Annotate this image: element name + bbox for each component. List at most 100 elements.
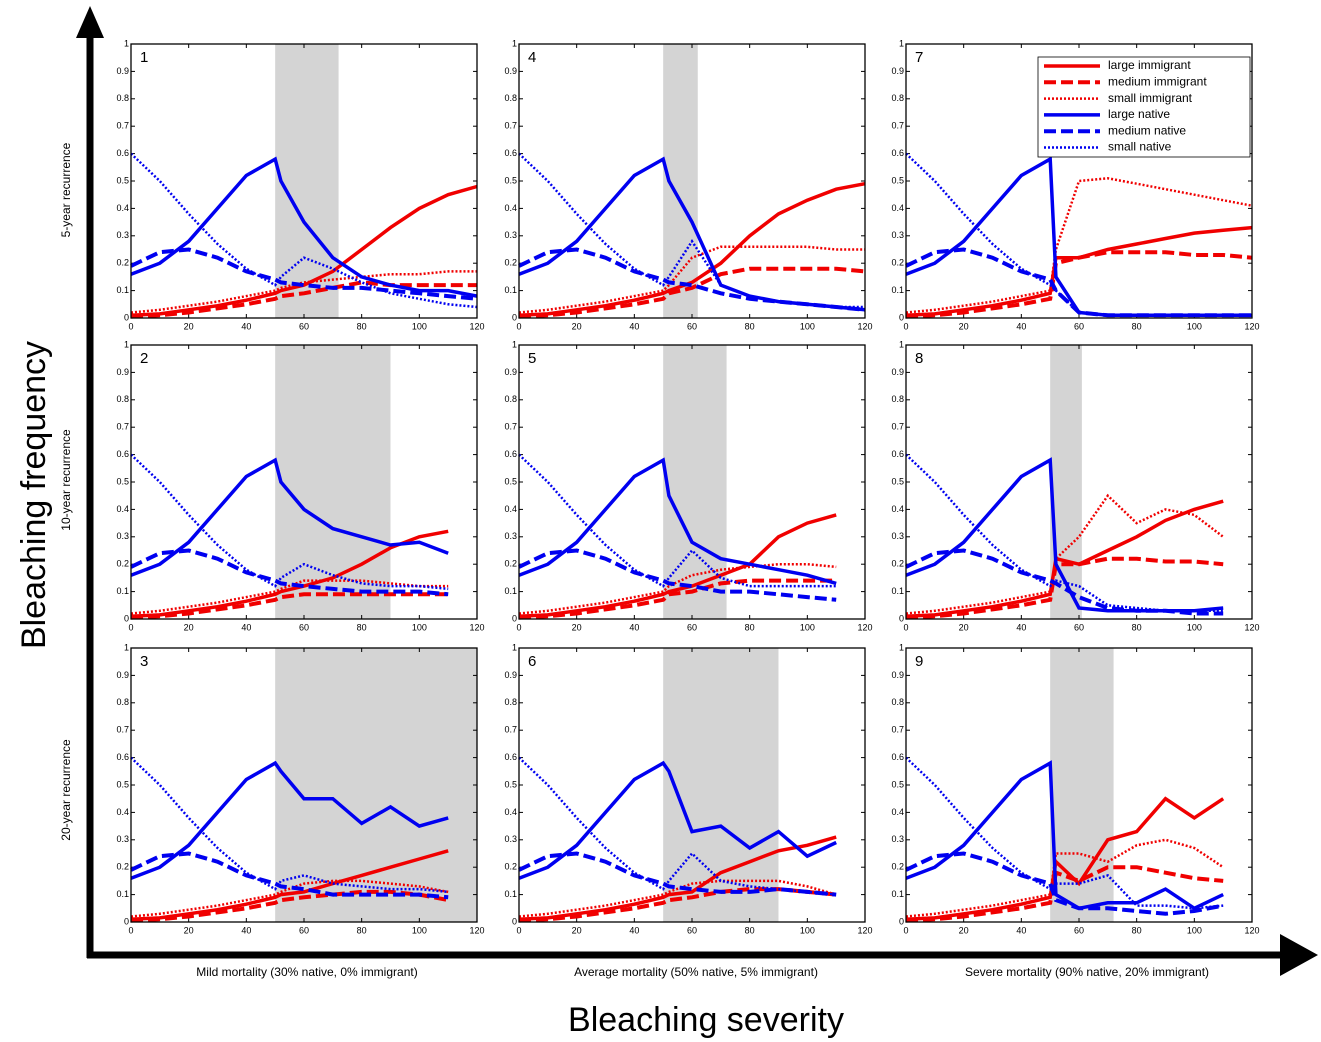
y-tick-label: 0.5 bbox=[116, 779, 129, 789]
panel: 0 0.1 0.2 0.3 0.4 0.5 0.6 0.7 0.8 0.9 1 0 20 40 60 80 10… bbox=[116, 642, 484, 935]
legend-label: large native bbox=[1108, 107, 1170, 121]
series-line bbox=[130, 879, 449, 918]
column-label: Severe mortality (90% native, 20% immigr… bbox=[965, 965, 1209, 979]
panel-label: 6 bbox=[528, 653, 536, 670]
y-tick-label: 0 bbox=[512, 312, 517, 322]
panel-label: 4 bbox=[528, 49, 536, 66]
legend-box bbox=[1037, 56, 1251, 158]
y-tick-label: 0.9 bbox=[116, 367, 129, 377]
x-tick-label: 120 bbox=[857, 622, 872, 632]
legend-label: small native bbox=[1108, 140, 1172, 154]
y-tick-label: 0.2 bbox=[504, 258, 517, 268]
y-tick-label: 0.4 bbox=[504, 807, 517, 817]
y-tick-label: 0.3 bbox=[504, 230, 517, 240]
y-tick-label: 0 bbox=[124, 613, 129, 623]
series-line bbox=[130, 851, 449, 900]
y-tick-label: 1 bbox=[124, 642, 129, 652]
y-tick-label: 1 bbox=[899, 38, 904, 48]
x-tick-label: 60 bbox=[1074, 925, 1084, 935]
series-line bbox=[905, 760, 1224, 911]
y-tick-label: 0.1 bbox=[504, 889, 517, 899]
legend-label: medium native bbox=[1108, 123, 1186, 137]
panel: 0 0.1 0.2 0.3 0.4 0.5 0.6 0.7 0.8 0.9 1 0 20 40 60 80 10… bbox=[116, 339, 484, 632]
y-tick-label: 0.4 bbox=[891, 504, 904, 514]
panel: 0 0.1 0.2 0.3 0.4 0.5 0.6 0.7 0.8 0.9 1 0 20 40 60 80 10… bbox=[891, 339, 1259, 632]
y-tick-label: 0.3 bbox=[116, 230, 129, 240]
y-tick-label: 1 bbox=[124, 339, 129, 349]
x-tick-label: 120 bbox=[469, 925, 484, 935]
y-tick-label: 0.5 bbox=[116, 476, 129, 486]
y-tick-label: 0.1 bbox=[891, 889, 904, 899]
x-tick-label: 80 bbox=[1132, 622, 1142, 632]
y-tick-label: 0.6 bbox=[116, 449, 129, 459]
x-tick-label: 80 bbox=[357, 321, 367, 331]
series-line bbox=[130, 548, 449, 597]
y-tick-label: 0.1 bbox=[891, 586, 904, 596]
legend-label: large immigrant bbox=[1108, 58, 1191, 72]
y-tick-label: 0 bbox=[124, 916, 129, 926]
y-tick-label: 0.6 bbox=[891, 449, 904, 459]
x-tick-label: 40 bbox=[1016, 925, 1026, 935]
y-tick-label: 0.2 bbox=[116, 559, 129, 569]
series-line bbox=[518, 578, 837, 620]
y-tick-label: 0.9 bbox=[116, 66, 129, 76]
y-tick-label: 0.2 bbox=[116, 862, 129, 872]
y-tick-label: 0.4 bbox=[116, 203, 129, 213]
series-line bbox=[905, 851, 1224, 916]
x-tick-label: 40 bbox=[1016, 321, 1026, 331]
series-line bbox=[130, 849, 449, 922]
series-line bbox=[130, 457, 449, 577]
column-label: Mild mortality (30% native, 0% immigrant… bbox=[196, 965, 417, 979]
series-line bbox=[130, 247, 478, 301]
x-tick-label: 0 bbox=[128, 622, 133, 632]
y-tick-label: 0.4 bbox=[504, 504, 517, 514]
x-tick-label: 80 bbox=[745, 925, 755, 935]
y-tick-label: 0.7 bbox=[504, 422, 517, 432]
y-tick-label: 0.6 bbox=[504, 148, 517, 158]
series-line bbox=[905, 152, 1252, 317]
panel: 0 0.1 0.2 0.3 0.4 0.5 0.6 0.7 0.8 0.9 1 0 20 40 60 80 10… bbox=[504, 339, 872, 632]
x-tick-label: 0 bbox=[128, 321, 133, 331]
y-tick-label: 0.4 bbox=[504, 203, 517, 213]
x-tick-label: 60 bbox=[299, 622, 309, 632]
y-tick-label: 0.7 bbox=[891, 725, 904, 735]
x-tick-label: 0 bbox=[128, 925, 133, 935]
y-tick-label: 0.8 bbox=[116, 394, 129, 404]
panel-label: 5 bbox=[528, 350, 536, 367]
x-tick-label: 60 bbox=[687, 622, 697, 632]
y-tick-label: 0.6 bbox=[116, 752, 129, 762]
y-tick-label: 0.7 bbox=[504, 121, 517, 131]
y-tick-label: 0.5 bbox=[891, 175, 904, 185]
panel-label: 2 bbox=[140, 350, 148, 367]
panel: 0 0.1 0.2 0.3 0.4 0.5 0.6 0.7 0.8 0.9 1 0 20 40 60 80 10… bbox=[891, 38, 1259, 331]
plot-frame bbox=[518, 647, 866, 923]
x-tick-label: 80 bbox=[357, 925, 367, 935]
x-tick-label: 20 bbox=[184, 321, 194, 331]
shaded-region bbox=[663, 648, 779, 922]
y-tick-label: 0.2 bbox=[504, 559, 517, 569]
x-tick-label: 0 bbox=[903, 925, 908, 935]
panel: 0 0.1 0.2 0.3 0.4 0.5 0.6 0.7 0.8 0.9 1 0 20 40 60 80 10… bbox=[891, 642, 1259, 935]
x-tick-label: 100 bbox=[800, 622, 815, 632]
y-tick-label: 0.6 bbox=[891, 148, 904, 158]
row-label: 5-year recurrence bbox=[59, 142, 73, 237]
x-tick-label: 0 bbox=[903, 622, 908, 632]
x-tick-label: 120 bbox=[1244, 622, 1259, 632]
x-tick-label: 100 bbox=[412, 925, 427, 935]
y-tick-label: 0.1 bbox=[116, 889, 129, 899]
x-tick-label: 60 bbox=[1074, 321, 1084, 331]
series-line bbox=[518, 513, 837, 619]
x-tick-label: 40 bbox=[241, 622, 251, 632]
x-tick-label: 0 bbox=[903, 321, 908, 331]
y-tick-label: 0.8 bbox=[116, 93, 129, 103]
panel: 0 0.1 0.2 0.3 0.4 0.5 0.6 0.7 0.8 0.9 1 0 20 40 60 80 10… bbox=[504, 642, 872, 935]
y-tick-label: 0.1 bbox=[116, 586, 129, 596]
row-label: 10-year recurrence bbox=[59, 429, 73, 531]
panel-label: 8 bbox=[915, 350, 923, 367]
series-line bbox=[518, 548, 837, 602]
y-tick-label: 0.3 bbox=[891, 531, 904, 541]
x-tick-label: 100 bbox=[1187, 622, 1202, 632]
x-tick-label: 120 bbox=[1244, 925, 1259, 935]
y-tick-label: 0.3 bbox=[116, 531, 129, 541]
x-tick-label: 20 bbox=[184, 622, 194, 632]
